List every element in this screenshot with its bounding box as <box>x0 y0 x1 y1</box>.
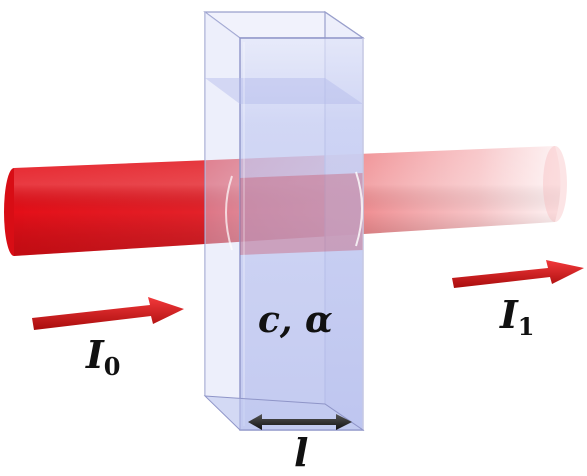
cuvette <box>203 10 365 432</box>
entry-window <box>225 175 233 251</box>
incident-arrow <box>32 297 184 330</box>
beam-right-end <box>543 146 567 222</box>
incident-intensity-label: I0 <box>85 332 120 381</box>
exit-window <box>355 171 363 247</box>
cuvette-parameters-label: c, α <box>258 299 333 341</box>
path-length-label: l <box>294 430 308 475</box>
path-length-arrow <box>248 414 352 430</box>
transmitted-arrow <box>452 260 584 288</box>
transmitted-intensity-label: I1 <box>499 292 534 341</box>
